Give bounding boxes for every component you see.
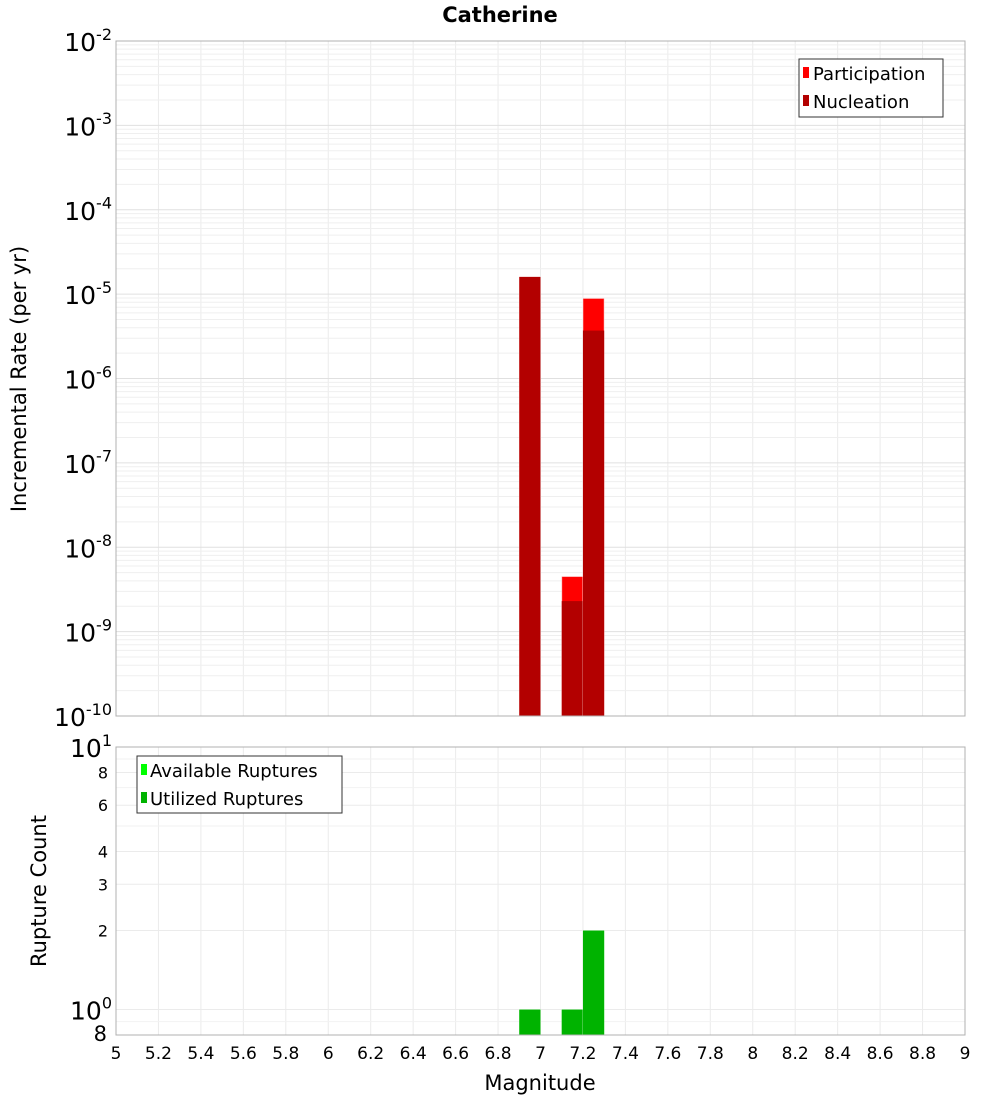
y-axis-label-top: Incremental Rate (per yr)	[7, 246, 31, 512]
x-tick-label: 6.2	[357, 1044, 384, 1064]
x-tick-label: 7	[535, 1044, 546, 1064]
y-tick-label: 8	[98, 763, 108, 782]
x-tick-label: 6	[323, 1044, 334, 1064]
x-tick-label: 5.2	[145, 1044, 172, 1064]
x-tick-label: 8.2	[782, 1044, 809, 1064]
x-tick-label: 6.8	[485, 1044, 512, 1064]
y-tick-label: 10-5	[64, 278, 112, 310]
bar-utilized	[519, 1009, 541, 1035]
x-tick-label: 5.8	[272, 1044, 299, 1064]
y-tick-label: 10-3	[64, 109, 112, 141]
legend-label: Nucleation	[813, 92, 909, 113]
x-tick-label: 7.2	[569, 1044, 596, 1064]
x-tick-label: 8.4	[824, 1044, 851, 1064]
legend-label: Available Ruptures	[150, 761, 318, 782]
plot-frame	[115, 40, 966, 717]
legend-swatch	[141, 764, 147, 775]
y-tick-label: 4	[98, 842, 108, 861]
y-tick-label: 3	[98, 875, 108, 894]
x-tick-label: 7.8	[697, 1044, 724, 1064]
legend-label: Utilized Ruptures	[150, 789, 303, 810]
x-tick-label: 6.6	[442, 1044, 469, 1064]
y-tick-label: 8	[94, 1022, 107, 1046]
y-tick-label: 100	[70, 993, 112, 1025]
y-tick-label: 10-8	[64, 531, 112, 563]
y-tick-label: 10-2	[64, 25, 112, 57]
y-tick-label: 10-9	[64, 615, 112, 647]
x-tick-label: 8.8	[909, 1044, 936, 1064]
y-tick-label: 101	[70, 731, 112, 763]
bar-nucleation	[561, 601, 583, 716]
y-tick-label: 2	[98, 922, 108, 941]
x-tick-label: 5	[111, 1044, 122, 1064]
legend-swatch	[803, 95, 809, 106]
bar-nucleation	[582, 330, 605, 716]
x-tick-label: 9	[960, 1044, 971, 1064]
bar-utilized	[582, 930, 605, 1035]
y-tick-label: 6	[98, 796, 108, 815]
x-tick-label: 8.6	[867, 1044, 894, 1064]
y-axis-label-bottom: Rupture Count	[27, 815, 51, 967]
x-axis-label: Magnitude	[484, 1071, 595, 1095]
legend-bottom	[136, 755, 343, 814]
x-tick-label: 5.6	[230, 1044, 257, 1064]
y-tick-label: 10-4	[64, 194, 112, 226]
x-tick-label: 5.4	[187, 1044, 214, 1064]
legend-label: Participation	[813, 64, 925, 85]
chart-title: Catherine	[442, 3, 558, 27]
plot-frame	[115, 746, 966, 1036]
y-tick-label: 10-6	[64, 362, 112, 394]
legend-swatch	[803, 67, 809, 78]
bar-utilized	[561, 1009, 583, 1035]
legend-swatch	[141, 792, 147, 803]
legend-top	[798, 58, 944, 118]
x-tick-label: 7.6	[654, 1044, 681, 1064]
bar-nucleation	[519, 276, 541, 716]
x-tick-label: 6.4	[400, 1044, 427, 1064]
y-tick-label: 10-7	[64, 447, 112, 479]
y-tick-label: 10-10	[54, 700, 112, 732]
x-tick-label: 8	[747, 1044, 758, 1064]
x-tick-label: 7.4	[612, 1044, 639, 1064]
